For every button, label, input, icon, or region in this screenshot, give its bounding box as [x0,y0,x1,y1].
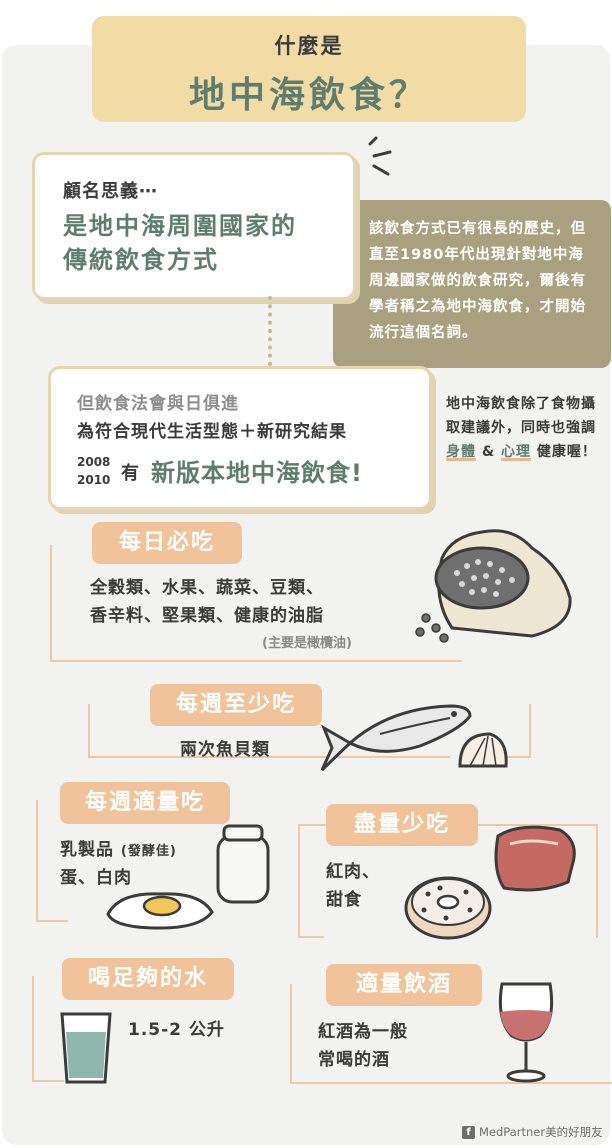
weekly-moderate-line1-note: (發酵佳) [120,844,177,859]
definition-answer-line1: 是地中海周圍國家的 [63,212,297,240]
evolution-have: 有 [121,463,139,484]
weekly-moderate-line1: 乳製品 [60,840,114,860]
side-note-body: 身體 [446,444,476,460]
weekly-moderate-line1-wrap: 乳製品 (發酵佳) [60,836,177,866]
wine-label: 適量飲酒 [326,964,482,1006]
dotted-connector [268,296,276,366]
limit-line2: 甜食 [326,890,362,910]
weekly-min-frame-right [495,704,531,758]
fish-icon [320,704,508,772]
title-banner: 什麼是 地中海飲食？ [92,16,526,122]
water-glass-icon [60,1012,112,1084]
side-note-mind: 心理 [500,444,531,460]
dairy-egg-icon [106,824,270,930]
credit-text: MedPartner美的好朋友 [479,1125,603,1139]
water-label: 喝足夠的水 [62,958,234,1000]
year-2010: 2010 [77,473,111,487]
facebook-icon: f [462,1126,475,1139]
page-title: 地中海飲食？ [188,75,429,116]
weekly-moderate-label: 每週適量吃 [60,782,230,824]
daily-label: 每日必吃 [92,522,242,564]
wine-line2: 常喝的酒 [318,1050,390,1070]
weekly-min-frame [88,704,450,758]
wine-line1: 紅酒為一般 [318,1022,408,1042]
side-note-amp: & [481,444,496,460]
definition-answer-line2: 傳統飲食方式 [63,246,219,274]
limit-line1: 紅肉、 [326,862,380,882]
history-note: 該飲食方式已有很長的歷史，但直至1980年代出現針對地中海周邊國家做的飲食研究，… [333,200,611,368]
grain-sack-icon [415,529,572,643]
evolution-line2: 為符合現代生活型態＋新研究結果 [77,422,347,442]
water-frame [32,976,64,1082]
credit: f MedPartner美的好朋友 [462,1124,603,1140]
weekly-moderate-frame [36,800,68,922]
daily-note: (主要是橄欖油) [262,636,352,651]
evolution-box: 但飲食法會與日俱進 為符合現代生活型態＋新研究結果 2008 2010 有 新版… [48,366,432,510]
meat-donut-icon [404,825,576,940]
new-version-text: 新版本地中海飲食! [151,459,363,487]
weekly-min-text: 兩次魚貝類 [180,740,270,760]
year-2008: 2008 [77,455,111,469]
side-note-part1: 地中海飲食除了食物攝取建議外，同時也強調 [446,396,596,436]
daily-frame [50,545,462,662]
side-note-part2: 健康喔！ [536,444,597,460]
evolution-line1: 但飲食法會與日俱進 [77,394,239,414]
limit-frame-left [298,824,324,938]
side-note: 地中海飲食除了食物攝取建議外，同時也強調 身體 & 心理 健康喔！ [446,392,608,464]
weekly-min-label: 每週至少吃 [150,684,322,726]
water-amount: 1.5-2 公升 [128,1020,225,1040]
weekly-moderate-line2: 蛋、白肉 [60,868,132,888]
title-small: 什麼是 [274,34,344,58]
daily-line2: 香辛料、堅果類、健康的油脂 [90,606,324,626]
definition-answer: 是地中海周圍國家的 傳統飲食方式 [63,209,353,277]
definition-question: 顧名思義⋯ [63,181,158,202]
wine-glass-icon [498,982,554,1083]
wine-frame [290,984,612,1084]
limit-label: 盡量少吃 [326,804,478,846]
daily-line1: 全穀類、水果、蔬菜、豆類、 [90,578,324,598]
emphasis-marks-icon [368,136,392,176]
history-note-text: 該飲食方式已有很長的歷史，但直至1980年代出現針對地中海周邊國家做的飲食研究，… [369,221,586,341]
definition-box: 顧名思義⋯ 是地中海周圍國家的 傳統飲食方式 [32,152,356,300]
